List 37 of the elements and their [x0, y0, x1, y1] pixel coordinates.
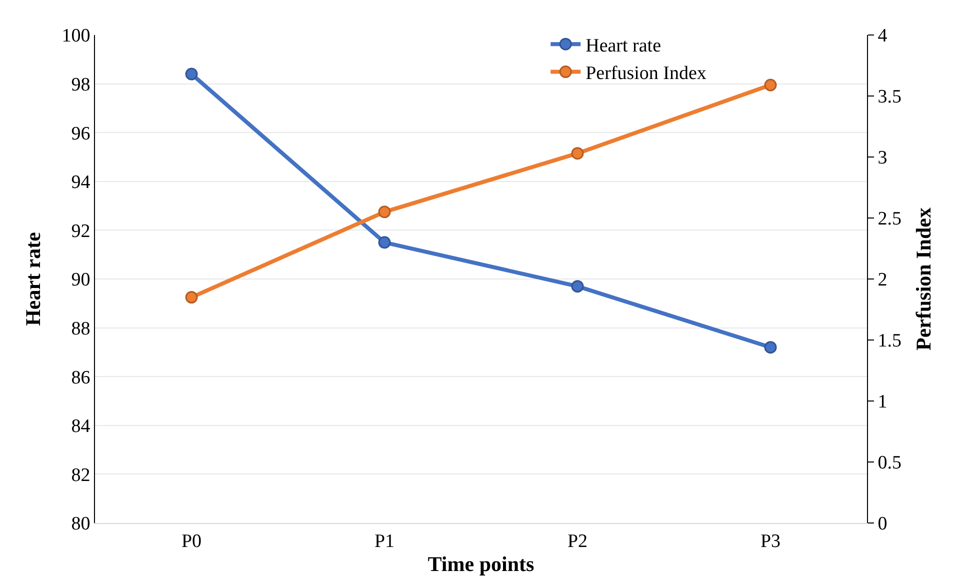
- legend-label: Heart rate: [586, 36, 662, 56]
- x-tick-label: P2: [567, 530, 588, 552]
- y-axis-title: Heart rate: [20, 232, 45, 326]
- y-tick-label: 90: [71, 270, 90, 291]
- y-tick-label: 86: [71, 367, 90, 388]
- y2-tick-label: 0: [878, 514, 888, 535]
- x-tick-label: P3: [760, 530, 781, 552]
- y2-tick-label: 1: [878, 392, 888, 413]
- y2-tick-label: 2: [878, 270, 888, 291]
- y2-tick-label: 3: [878, 148, 888, 169]
- point: [378, 236, 391, 249]
- point: [571, 280, 584, 293]
- point: [185, 291, 198, 304]
- y2-tick-label: 4: [878, 26, 888, 47]
- y-tick-label: 82: [71, 464, 90, 486]
- y-tick-label: 88: [71, 318, 90, 340]
- x-tick-label: P0: [181, 530, 202, 552]
- legend-label: Perfusion Index: [586, 63, 707, 84]
- y-tick-label: 80: [71, 514, 90, 535]
- point: [378, 206, 391, 218]
- point: [764, 78, 777, 92]
- y-tick-label: 92: [71, 220, 90, 242]
- y-tick-label: 100: [62, 26, 90, 47]
- y-tick-label: 94: [71, 172, 91, 194]
- x-axis-title: Time points: [428, 552, 534, 576]
- y2-tick-label: 3.5: [878, 86, 902, 108]
- y2-tick-label: 1.5: [878, 330, 902, 352]
- point: [571, 147, 584, 160]
- y2-tick-label: 2.5: [878, 208, 902, 230]
- x-tick-label: P1: [374, 530, 395, 552]
- point: [764, 341, 777, 354]
- y2-tick-label: 0.5: [878, 452, 902, 474]
- y2-axis-title: Perfusion Index: [912, 207, 936, 350]
- y-tick-label: 84: [71, 416, 91, 438]
- y-tick-label: 96: [71, 123, 90, 144]
- point: [185, 68, 198, 80]
- y-tick-label: 98: [71, 74, 90, 96]
